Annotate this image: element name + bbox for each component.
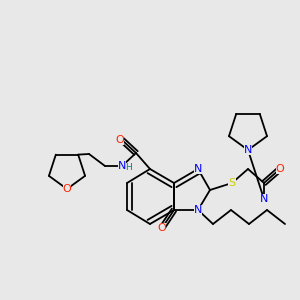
Text: O: O	[158, 223, 166, 233]
Text: N: N	[244, 145, 252, 155]
Text: O: O	[63, 184, 71, 194]
Text: S: S	[228, 178, 236, 188]
Text: N: N	[118, 161, 126, 171]
Text: H: H	[126, 163, 132, 172]
Text: O: O	[276, 164, 284, 174]
Text: N: N	[194, 205, 202, 215]
Text: O: O	[116, 135, 124, 145]
Text: N: N	[194, 164, 202, 174]
Text: N: N	[260, 194, 268, 204]
